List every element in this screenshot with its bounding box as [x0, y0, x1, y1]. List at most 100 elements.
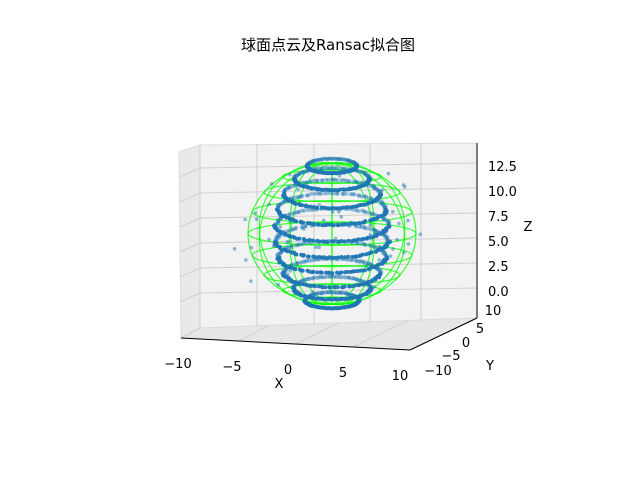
point: [325, 166, 330, 171]
point: [369, 196, 374, 201]
grid-line-side: [179, 192, 201, 203]
point: [305, 294, 310, 299]
outlier-point: [372, 285, 377, 289]
point: [357, 259, 362, 263]
point: [346, 257, 351, 262]
point: [296, 210, 301, 215]
outlier-point: [302, 227, 306, 231]
point: [369, 244, 374, 249]
point: [347, 275, 352, 280]
point: [346, 254, 351, 259]
point: [321, 239, 326, 244]
point: [333, 290, 338, 295]
grid-line-floor: [180, 327, 201, 339]
point: [346, 179, 350, 184]
point: [285, 229, 290, 234]
point: [316, 284, 321, 289]
point: [326, 156, 331, 161]
point: [328, 290, 333, 295]
point: [363, 210, 368, 215]
point: [282, 199, 286, 204]
point: [319, 222, 323, 227]
point: [286, 233, 291, 238]
point: [373, 265, 378, 270]
outlier-point: [319, 254, 323, 259]
point: [354, 258, 358, 263]
point: [362, 279, 367, 284]
point: [303, 259, 308, 264]
point: [384, 254, 389, 259]
point: [308, 240, 313, 245]
point: [277, 254, 282, 259]
point: [335, 191, 339, 196]
point: [299, 252, 304, 257]
point: [280, 271, 285, 276]
point: [337, 297, 342, 302]
point: [296, 181, 301, 186]
y-axis-label: Y: [485, 359, 494, 374]
point: [360, 194, 365, 199]
point: [272, 223, 277, 228]
point: [276, 235, 281, 240]
outlier-point: [337, 210, 341, 214]
point: [296, 242, 301, 247]
point: [380, 261, 385, 266]
point: [295, 280, 300, 285]
x-tick-label: −5: [222, 360, 241, 375]
point: [303, 297, 308, 301]
point: [308, 179, 313, 184]
point: [276, 232, 281, 237]
point: [306, 162, 311, 167]
point: [357, 297, 362, 302]
point: [310, 159, 315, 164]
point: [354, 168, 359, 173]
point: [282, 191, 287, 196]
point: [292, 175, 297, 180]
point: [282, 189, 287, 194]
point: [305, 169, 310, 174]
point: [382, 216, 387, 221]
point: [297, 181, 302, 186]
point: [386, 237, 391, 242]
point: [306, 254, 310, 259]
point: [385, 235, 390, 240]
point: [319, 178, 324, 183]
point: [348, 270, 353, 274]
point: [283, 270, 288, 275]
point: [305, 295, 310, 300]
point: [315, 179, 319, 184]
point: [316, 257, 320, 262]
point: [318, 291, 323, 296]
point: [329, 257, 334, 262]
point: [366, 282, 371, 287]
point: [317, 191, 322, 196]
point: [374, 266, 379, 271]
point: [336, 239, 340, 244]
y-tick-label: 0: [462, 336, 470, 351]
point: [359, 170, 364, 174]
point: [304, 180, 309, 185]
point: [342, 166, 347, 171]
point: [299, 242, 304, 247]
point: [282, 187, 287, 192]
point: [300, 193, 305, 198]
outlier-point: [317, 245, 322, 250]
outlier-point: [377, 258, 382, 262]
point: [352, 167, 356, 172]
point: [370, 211, 374, 216]
outlier-point: [317, 203, 322, 207]
point: [275, 206, 280, 211]
x-tick-label: 0: [284, 363, 292, 378]
point: [364, 236, 369, 241]
point: [281, 229, 286, 234]
y-tick-label: 10: [485, 304, 502, 319]
point: [314, 239, 319, 244]
point: [378, 199, 383, 204]
point: [353, 254, 358, 259]
point: [304, 277, 309, 282]
point: [368, 285, 373, 290]
point: [328, 222, 332, 227]
point: [330, 166, 335, 171]
point: [346, 238, 351, 243]
outlier-point: [271, 244, 276, 248]
